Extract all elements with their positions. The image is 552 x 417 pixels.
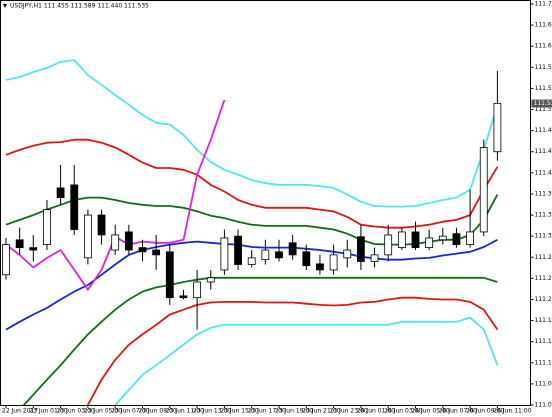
candle-body bbox=[479, 147, 488, 233]
candle-body bbox=[97, 214, 106, 236]
candle-body bbox=[84, 214, 92, 259]
y-tick-label: 111.245 bbox=[535, 275, 552, 282]
candle-body bbox=[220, 237, 229, 271]
x-tick-label: 23 Jun 15:00 bbox=[220, 408, 258, 415]
x-tick-label: 23 Jun 07:00 bbox=[111, 408, 149, 415]
x-tick-label: 23 Jun 23:00 bbox=[330, 408, 368, 415]
candle-body bbox=[29, 247, 38, 251]
x-tick-label: 22 Jun 2017 bbox=[2, 408, 38, 415]
y-tick-label: 111.665 bbox=[535, 22, 552, 29]
x-tick-label: 23 Jun 21:00 bbox=[302, 408, 340, 415]
candle-body bbox=[425, 237, 434, 249]
y-tick-label: 111.035 bbox=[535, 402, 552, 409]
x-tick-label: 23 Jun 05:00 bbox=[84, 408, 122, 415]
candle-body bbox=[370, 254, 379, 262]
candle-body bbox=[411, 231, 420, 249]
indicator-line bbox=[22, 276, 498, 405]
y-tick-label: 111.595 bbox=[535, 64, 552, 71]
x-tick-label: 23 Jun 13:00 bbox=[193, 408, 231, 415]
x-tick-label: 23 Jun 01:00 bbox=[29, 408, 67, 415]
x-tick-label: 23 Jun 19:00 bbox=[275, 408, 313, 415]
candle-body bbox=[111, 234, 120, 251]
y-tick-label: 111.560 bbox=[535, 85, 552, 92]
y-tick-label: 111.490 bbox=[535, 127, 552, 134]
candle-body bbox=[275, 251, 283, 259]
candle-body bbox=[438, 235, 447, 241]
y-tick-label: 111.630 bbox=[535, 43, 552, 50]
indicator-line bbox=[86, 296, 499, 405]
current-price-label: 111.535 bbox=[534, 100, 552, 107]
current-price-box bbox=[531, 99, 552, 108]
x-tick-label: 26 Jun 03:00 bbox=[384, 408, 422, 415]
candle-body bbox=[56, 187, 65, 198]
candle-body bbox=[193, 281, 202, 299]
candle-body bbox=[466, 231, 475, 246]
candle-body bbox=[165, 251, 174, 299]
plot-frame bbox=[0, 0, 531, 406]
candle-body bbox=[124, 231, 133, 251]
chart-title: USDJPY,H1 111.455 111.589 111.440 111.53… bbox=[10, 3, 149, 10]
candle-body bbox=[329, 254, 338, 271]
menu-arrow[interactable] bbox=[3, 4, 7, 8]
x-tick-label: 23 Jun 03:00 bbox=[57, 408, 95, 415]
y-tick-label: 111.140 bbox=[535, 338, 552, 345]
y-tick-label: 111.280 bbox=[535, 254, 552, 261]
candle-body bbox=[206, 277, 215, 283]
candle-body bbox=[316, 263, 324, 271]
candle-body bbox=[384, 234, 393, 256]
y-tick-label: 111.700 bbox=[535, 1, 552, 8]
y-tick-label: 111.175 bbox=[535, 317, 552, 324]
candle-body bbox=[2, 244, 10, 276]
candle-body bbox=[247, 257, 256, 265]
candle-body bbox=[234, 235, 242, 265]
indicator-line bbox=[5, 59, 499, 208]
candle-body bbox=[15, 239, 24, 249]
x-tick-label: 23 Jun 11:00 bbox=[166, 408, 204, 415]
y-tick-label: 111.525 bbox=[535, 106, 552, 113]
candle-body bbox=[397, 231, 406, 249]
candle-body bbox=[452, 233, 461, 246]
y-tick-label: 111.420 bbox=[535, 169, 552, 176]
candle-body bbox=[138, 247, 147, 253]
x-tick-label: 26 Jun 01:00 bbox=[357, 408, 395, 415]
y-tick-label: 111.385 bbox=[535, 190, 552, 197]
y-tick-label: 111.350 bbox=[535, 212, 552, 219]
candle-body bbox=[343, 249, 352, 259]
candle-body bbox=[288, 242, 297, 256]
x-tick-label: 26 Jun 05:00 bbox=[412, 408, 450, 415]
candle-body bbox=[70, 184, 79, 230]
candle-body bbox=[43, 209, 51, 246]
candle-body bbox=[302, 251, 311, 267]
plot bbox=[2, 59, 502, 405]
x-tick-label: 23 Jun 09:00 bbox=[139, 408, 177, 415]
candle-body bbox=[179, 295, 188, 299]
x-tick-label: 26 Jun 09:00 bbox=[466, 408, 504, 415]
y-tick-label: 111.315 bbox=[535, 233, 552, 240]
candle-body bbox=[261, 249, 270, 261]
candle-body bbox=[356, 236, 365, 262]
x-tick-label: 23 Jun 17:00 bbox=[248, 408, 286, 415]
candle-body bbox=[493, 103, 502, 153]
y-tick-label: 111.455 bbox=[535, 148, 552, 155]
indicator-line bbox=[5, 239, 498, 331]
y-tick-label: 111.210 bbox=[535, 296, 552, 303]
y-tick-label: 111.070 bbox=[535, 380, 552, 387]
candle-body bbox=[152, 249, 161, 256]
indicator-line bbox=[114, 316, 499, 405]
x-tick-label: 26 Jun 07:00 bbox=[439, 408, 477, 415]
x-tick-label: 26 Jun 11:00 bbox=[493, 408, 531, 415]
y-tick-label: 111.105 bbox=[535, 359, 552, 366]
